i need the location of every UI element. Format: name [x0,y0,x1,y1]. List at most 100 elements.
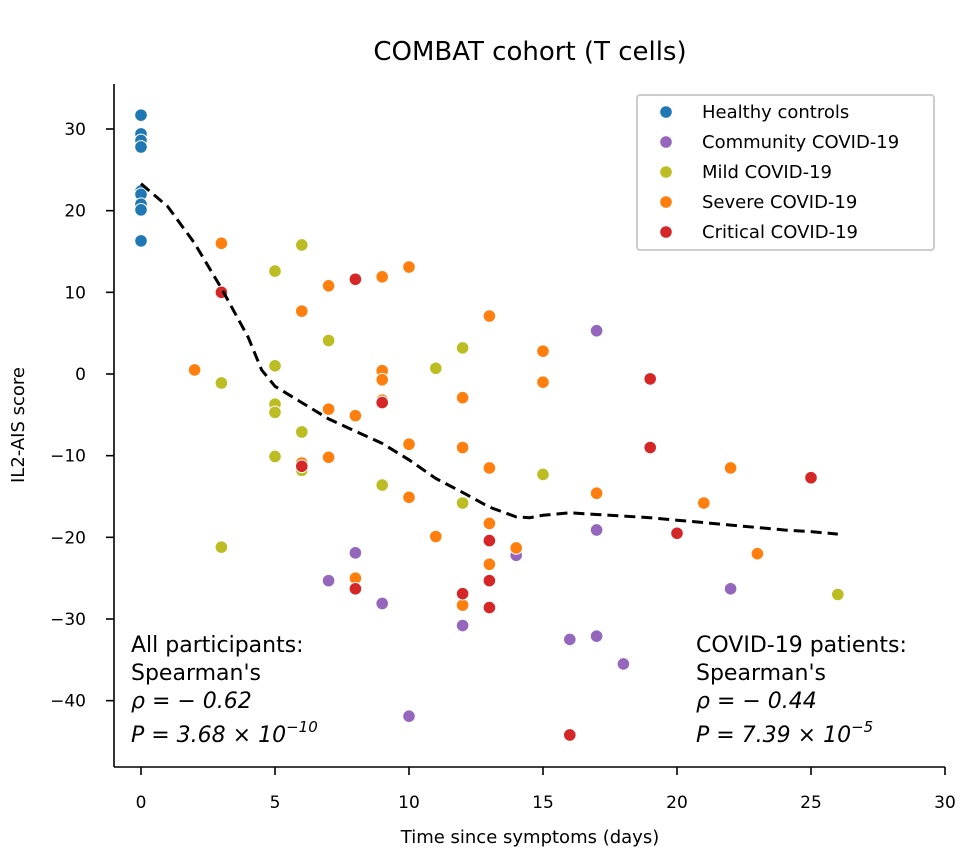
point-mild-covid-19 [268,449,282,464]
y-tick-label: −30 [50,610,86,630]
x-axis-label: Time since symptoms (days) [400,827,659,848]
point-critical-covid-19 [455,586,470,601]
point-critical-covid-19 [643,440,658,455]
point-healthy-controls [134,234,148,248]
point-severe-covid-19 [375,372,390,387]
point-severe-covid-19 [214,236,229,251]
y-axis-label: IL2-AIS score [8,367,29,483]
point-critical-covid-19 [643,372,658,386]
annotation-covid-patients: COVID-19 patients: Spearman's ρ = − 0.44… [696,633,907,748]
point-critical-covid-19 [563,728,577,742]
x-tick-label: 30 [934,793,956,813]
point-severe-covid-19 [536,375,550,389]
annot-left-rho: ρ = − 0.62 [131,689,252,714]
legend-label-critical-covid-19: Critical COVID-19 [702,222,858,243]
chart-title: COMBAT cohort (T cells) [373,37,686,67]
legend-label-healthy-controls: Healthy controls [702,102,849,123]
point-severe-covid-19 [482,557,497,572]
legend: Healthy controls Community COVID-19 Mild C… [636,94,935,251]
legend-marker-mild-covid-19 [659,165,673,179]
x-tick-label: 0 [136,793,147,813]
point-community-covid-19 [321,573,336,588]
point-community-covid-19 [589,629,604,643]
x-ticks: 0 5 10 15 20 25 30 [136,767,956,813]
point-mild-covid-19 [455,341,470,355]
point-severe-covid-19 [723,461,738,475]
y-tick-label: −10 [50,447,86,467]
point-mild-covid-19 [268,264,282,278]
legend-box [636,94,935,251]
legend-label-severe-covid-19: Severe COVID-19 [702,192,857,213]
data-points [134,108,845,742]
annot-right-rho: ρ = − 0.44 [696,689,817,714]
y-tick-label: 0 [75,365,86,385]
point-severe-covid-19 [348,408,363,423]
y-tick-label: −20 [50,528,86,548]
legend-marker-community-covid-19 [659,135,673,149]
point-severe-covid-19 [509,541,524,555]
point-critical-covid-19 [295,459,309,474]
point-community-covid-19 [589,523,604,537]
point-severe-covid-19 [697,496,711,510]
point-severe-covid-19 [402,437,416,452]
point-community-covid-19 [455,618,470,633]
x-tick-label: 5 [270,793,281,813]
point-severe-covid-19 [455,598,470,612]
point-critical-covid-19 [375,395,390,410]
point-critical-covid-19 [482,533,497,548]
x-tick-label: 15 [532,793,554,813]
point-severe-covid-19 [402,490,416,505]
y-tick-label: 30 [64,120,86,140]
point-mild-covid-19 [268,359,282,373]
point-severe-covid-19 [402,260,416,274]
point-severe-covid-19 [429,529,443,544]
legend-marker-critical-covid-19 [659,225,673,239]
legend-marker-healthy-controls [659,105,673,119]
point-mild-covid-19 [295,238,309,252]
annotation-all-participants: All participants: Spearman's ρ = − 0.62 … [131,633,318,748]
point-mild-covid-19 [375,478,390,492]
annot-right-p-prefix: P = 7.39 × 10 [696,723,851,748]
annot-right-p-exp: −5 [851,718,873,736]
annot-right-line2: Spearman's [696,661,826,686]
annot-left-line2: Spearman's [131,661,261,686]
point-severe-covid-19 [482,516,497,531]
point-severe-covid-19 [321,450,336,465]
point-severe-covid-19 [455,390,470,405]
annot-right-p: P = 7.39 × 10−5 [696,718,873,748]
point-severe-covid-19 [536,344,550,358]
point-severe-covid-19 [321,402,336,416]
x-tick-label: 20 [666,793,688,813]
y-tick-label: 10 [64,283,86,303]
y-tick-label: −40 [50,692,86,712]
point-community-covid-19 [723,581,738,596]
point-mild-covid-19 [214,376,229,390]
point-critical-covid-19 [670,526,684,541]
point-healthy-controls [134,108,148,122]
point-critical-covid-19 [348,272,363,287]
point-severe-covid-19 [482,461,497,475]
point-community-covid-19 [402,709,416,723]
annot-left-p: P = 3.68 × 10−10 [131,718,318,748]
point-severe-covid-19 [295,304,309,318]
point-mild-covid-19 [214,540,229,554]
legend-label-community-covid-19: Community COVID-19 [702,132,899,153]
x-tick-label: 25 [800,793,822,813]
point-community-covid-19 [589,323,604,338]
point-mild-covid-19 [536,467,550,482]
point-mild-covid-19 [429,361,443,376]
trend-line [140,182,838,536]
legend-marker-severe-covid-19 [659,195,673,209]
point-community-covid-19 [348,546,363,560]
annot-left-p-prefix: P = 3.68 × 10 [131,723,286,748]
point-severe-covid-19 [482,309,497,323]
point-mild-covid-19 [455,496,470,510]
legend-label-mild-covid-19: Mild COVID-19 [702,162,832,183]
point-critical-covid-19 [482,600,497,615]
point-mild-covid-19 [295,425,309,439]
point-community-covid-19 [563,632,577,647]
annot-left-line1: All participants: [131,633,304,658]
point-healthy-controls [134,140,148,154]
point-mild-covid-19 [321,333,336,348]
